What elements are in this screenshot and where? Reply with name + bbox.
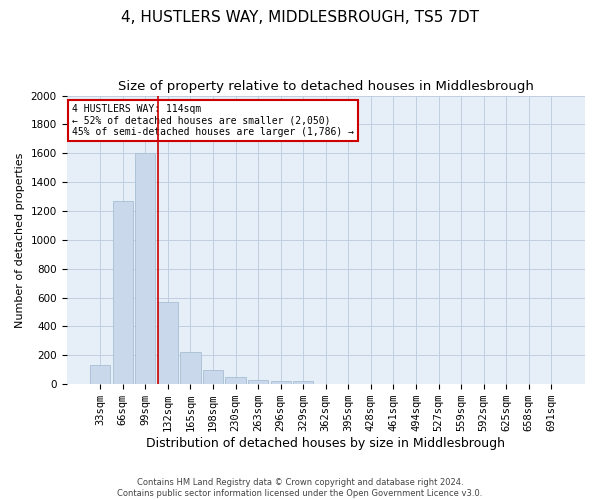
Bar — [135, 154, 155, 384]
Title: Size of property relative to detached houses in Middlesbrough: Size of property relative to detached ho… — [118, 80, 534, 93]
Bar — [90, 366, 110, 384]
Text: Contains HM Land Registry data © Crown copyright and database right 2024.
Contai: Contains HM Land Registry data © Crown c… — [118, 478, 482, 498]
Bar — [158, 302, 178, 384]
Bar — [203, 370, 223, 384]
Bar — [293, 382, 313, 384]
Bar — [226, 377, 246, 384]
Text: 4 HUSTLERS WAY: 114sqm
← 52% of detached houses are smaller (2,050)
45% of semi-: 4 HUSTLERS WAY: 114sqm ← 52% of detached… — [72, 104, 354, 138]
Bar — [113, 201, 133, 384]
Bar — [271, 382, 291, 384]
Y-axis label: Number of detached properties: Number of detached properties — [15, 152, 25, 328]
X-axis label: Distribution of detached houses by size in Middlesbrough: Distribution of detached houses by size … — [146, 437, 505, 450]
Bar — [248, 380, 268, 384]
Text: 4, HUSTLERS WAY, MIDDLESBROUGH, TS5 7DT: 4, HUSTLERS WAY, MIDDLESBROUGH, TS5 7DT — [121, 10, 479, 25]
Bar — [181, 352, 200, 384]
